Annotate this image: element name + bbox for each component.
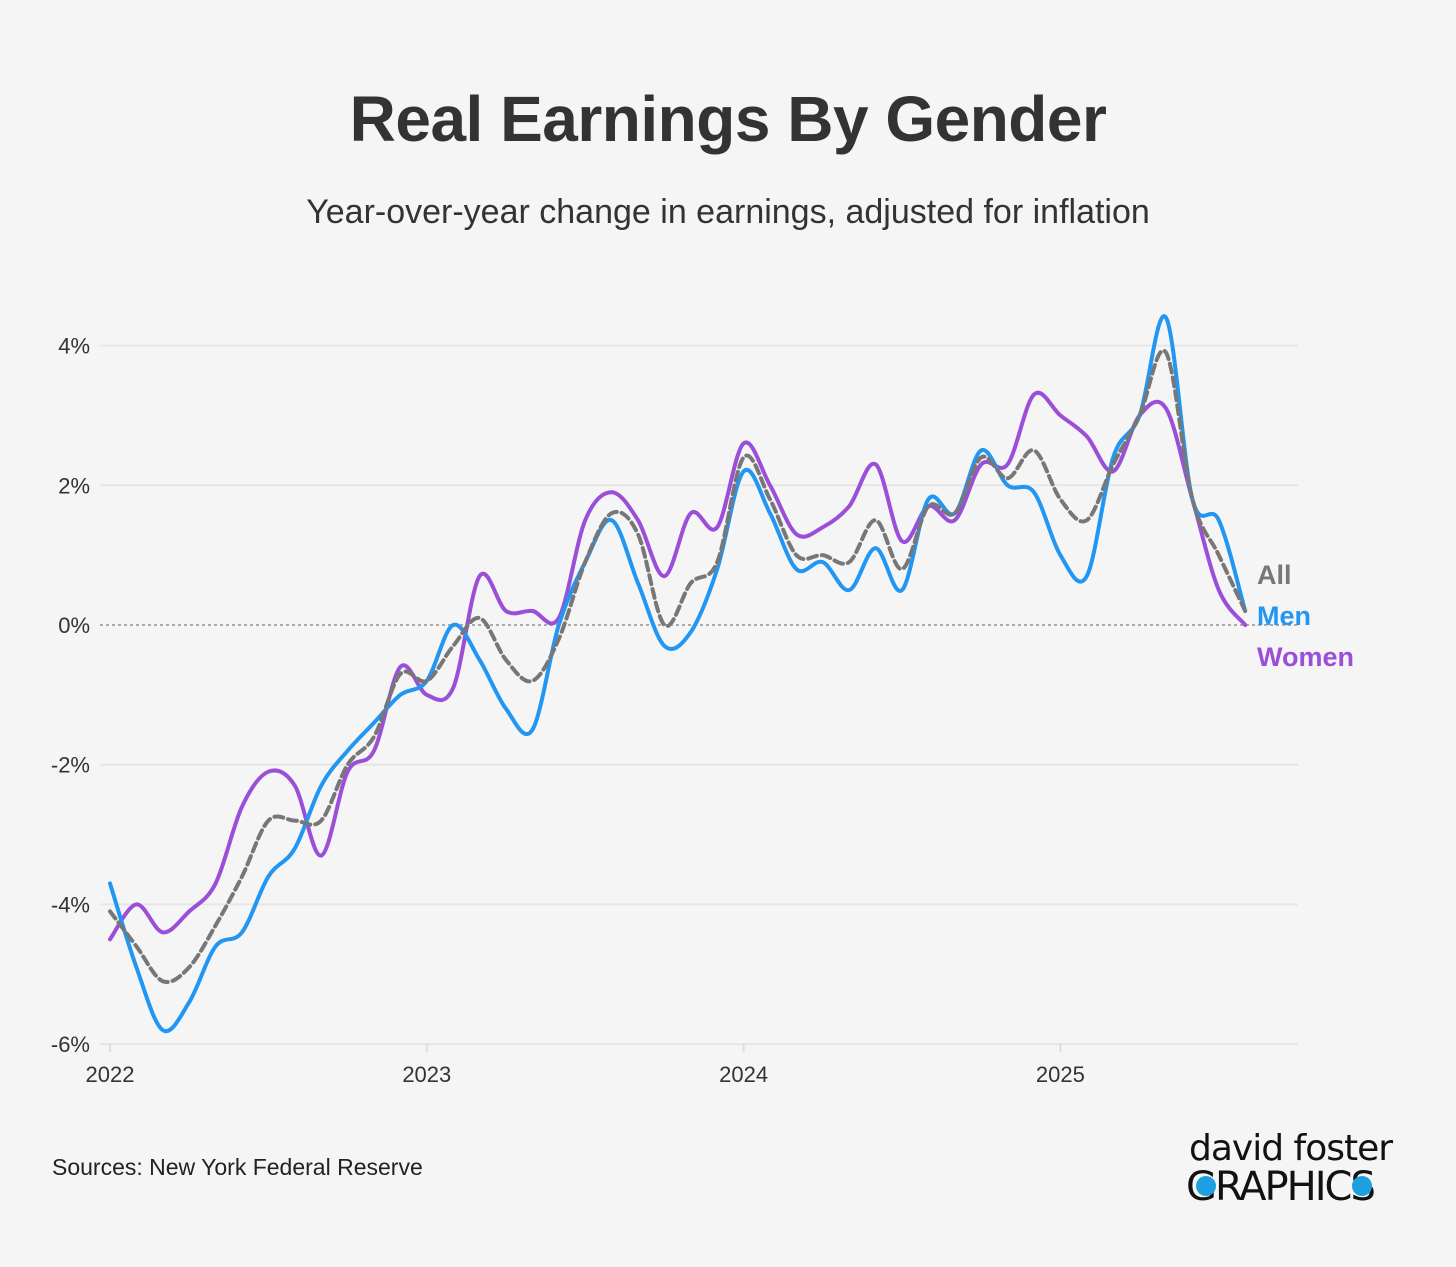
series-line-women [108, 390, 1248, 942]
x-tick-label: 2024 [719, 1062, 768, 1087]
y-tick-label: 2% [58, 473, 90, 498]
series-label-women: Women [1257, 642, 1354, 672]
series-label-men: Men [1257, 601, 1311, 631]
y-tick-label: 4% [58, 334, 90, 359]
logo-dot-icon [1196, 1176, 1216, 1196]
svg-text:GRAPHICS: GRAPHICS [1186, 1164, 1374, 1210]
y-tick-label: -2% [51, 753, 90, 778]
y-tick-label: 0% [58, 613, 90, 638]
x-tick-label: 2023 [402, 1062, 451, 1087]
chart-subtitle: Year-over-year change in earnings, adjus… [306, 193, 1150, 231]
series-line-men [108, 314, 1248, 1034]
logo-dot-icon [1352, 1176, 1372, 1196]
y-tick-label: -6% [51, 1032, 90, 1057]
x-tick-label: 2022 [86, 1062, 135, 1087]
svg-text:david foster: david foster [1189, 1128, 1393, 1169]
david-foster-graphics-logo: david foster GRAPHICS [1186, 1128, 1394, 1210]
y-tick-label: -4% [51, 892, 90, 917]
chart-title: Real Earnings By Gender [349, 83, 1107, 155]
series-label-all: All [1257, 560, 1292, 590]
x-tick-label: 2025 [1036, 1062, 1085, 1087]
series-line-all [108, 348, 1248, 985]
source-note: Sources: New York Federal Reserve [52, 1154, 423, 1180]
